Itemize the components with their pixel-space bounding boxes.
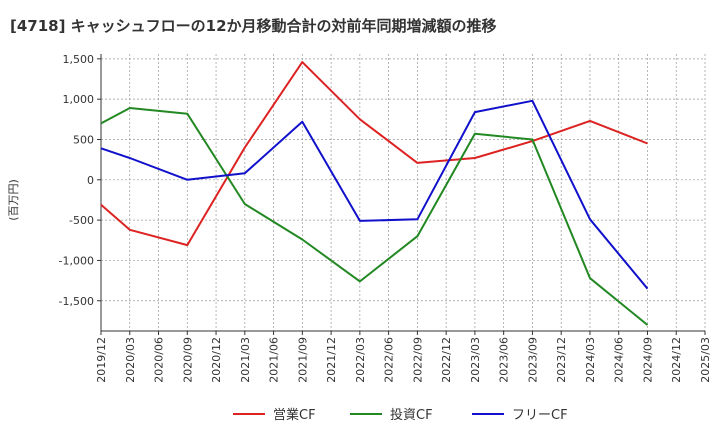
plot-frame — [100, 54, 705, 332]
legend: 営業CF 投資CF フリーCF — [233, 407, 568, 423]
x-tick-label: 2025/03 — [699, 337, 712, 383]
legend-label-2: 投資CF — [390, 407, 433, 423]
legend-label-1: 営業CF — [273, 407, 316, 423]
x-tick-label: 2024/06 — [613, 337, 626, 383]
y-tick-label: 1,000 — [63, 93, 95, 106]
chart-title: [4718] キャッシュフローの12か月移動合計の対前年同期増減額の推移 — [10, 17, 497, 35]
x-tick-label: 2020/03 — [124, 337, 137, 383]
x-tick-label: 2023/12 — [555, 337, 568, 383]
x-tick-label: 2024/09 — [641, 337, 654, 383]
x-tick-label: 2024/03 — [584, 337, 597, 383]
x-axis-ticks: 2019/12 2020/03 2020/06 2020/09 2020/12 2021/… — [95, 331, 712, 383]
x-tick-label: 2019/12 — [95, 337, 108, 383]
series-line-3 — [100, 99, 649, 290]
series-line-2 — [100, 107, 649, 326]
y-tick-label: -500 — [69, 214, 94, 227]
x-tick-label: 2021/06 — [268, 337, 281, 383]
series-lines — [100, 61, 649, 326]
x-tick-label: 2022/09 — [411, 337, 424, 383]
y-tick-label: 1,500 — [63, 53, 95, 66]
series-line-1 — [100, 61, 648, 247]
x-tick-label: 2023/09 — [526, 337, 539, 383]
y-tick-label: -1,000 — [59, 254, 94, 267]
x-tick-label: 2020/12 — [210, 337, 223, 383]
x-tick-label: 2022/03 — [354, 337, 367, 383]
y-tick-label: 500 — [73, 133, 94, 146]
y-tick-label: -1,500 — [59, 295, 94, 308]
x-tick-label: 2021/12 — [325, 337, 338, 383]
x-tick-label: 2022/06 — [383, 337, 396, 383]
x-tick-label: 2022/12 — [440, 337, 453, 383]
x-tick-label: 2021/09 — [296, 337, 309, 383]
grid-lines — [100, 54, 706, 331]
x-tick-label: 2020/06 — [153, 337, 166, 383]
legend-label-3: フリーCF — [512, 408, 568, 423]
x-tick-label: 2024/12 — [670, 337, 683, 383]
y-axis-ticks: 1,500 1,000 500 0 -500 -1,000 -1,500 — [59, 53, 101, 308]
x-tick-label: 2020/09 — [181, 337, 194, 383]
x-tick-label: 2021/03 — [239, 337, 252, 383]
y-axis-label: (百万円) — [7, 179, 20, 221]
y-tick-label: 0 — [87, 174, 94, 187]
x-tick-label: 2023/06 — [498, 337, 511, 383]
x-tick-label: 2023/03 — [469, 337, 482, 383]
